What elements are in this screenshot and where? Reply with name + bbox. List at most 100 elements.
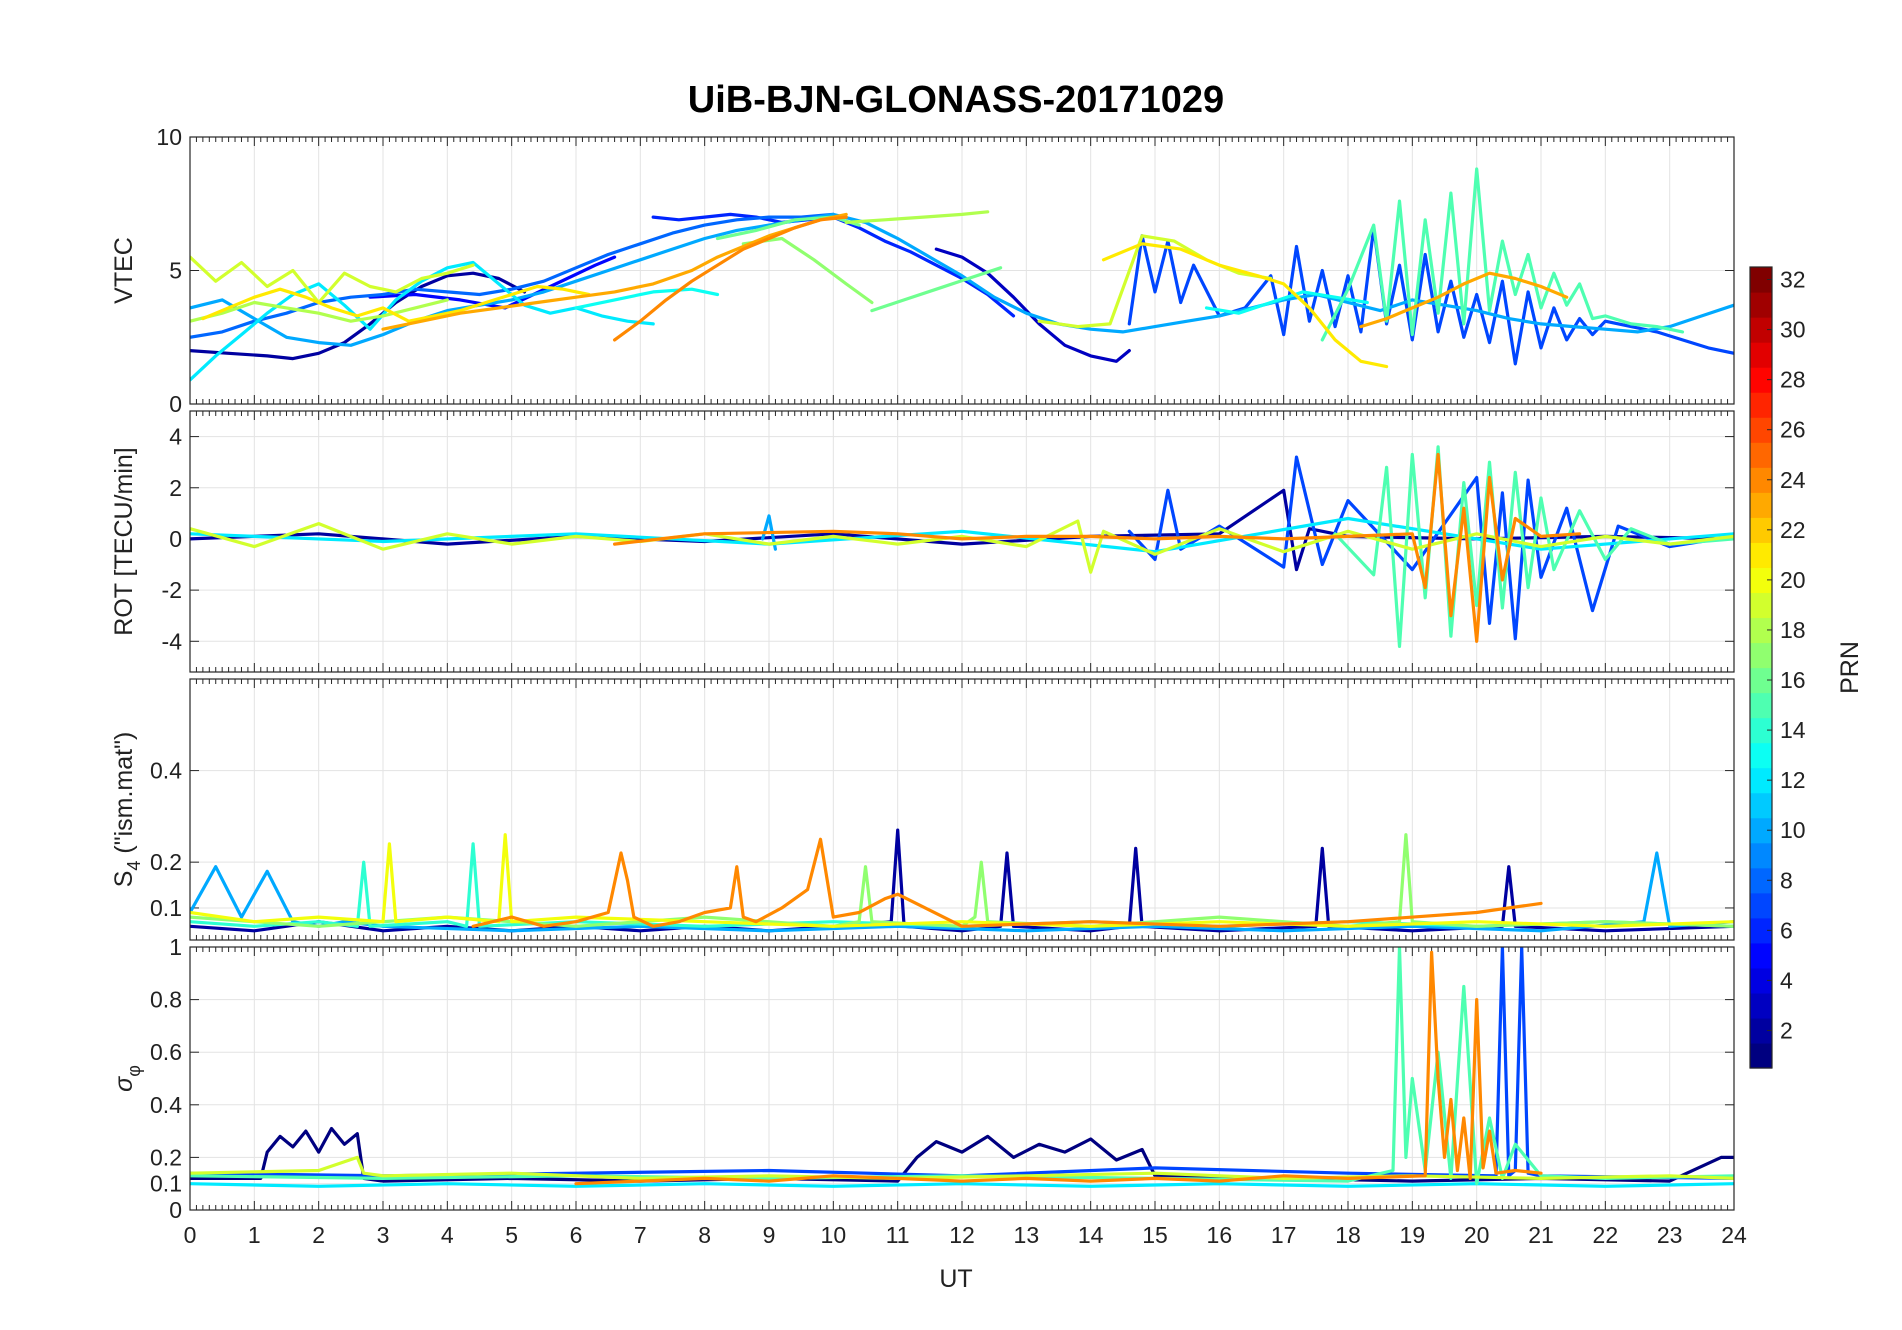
colorbar-tick-label: 14 xyxy=(1780,717,1806,743)
panel-2: -4 -2 0 2 4 ROT [TECU/min] xyxy=(110,410,1735,673)
axes-frame xyxy=(189,678,1735,941)
x-tick-label: 11 xyxy=(886,1222,910,1248)
y-tick-label: 0.6 xyxy=(150,1039,182,1065)
colorbar-tick-label: 30 xyxy=(1780,317,1806,343)
colorbar-swatch xyxy=(1750,842,1772,869)
colorbar-tick-label: 28 xyxy=(1780,367,1806,393)
y-tick-label: 2 xyxy=(169,475,182,501)
x-tick-label: 7 xyxy=(634,1222,647,1248)
panel-3: 0.1 0.2 0.4S4 ("ism.mat") xyxy=(110,678,1735,941)
colorbar-swatch xyxy=(1750,767,1772,794)
x-tick-label: 20 xyxy=(1464,1222,1490,1248)
y-tick-label: 0 xyxy=(169,526,182,552)
colorbar-tick-label: 8 xyxy=(1780,867,1793,893)
series-line-prn-13 xyxy=(1204,290,1369,315)
series-line-prn-24 xyxy=(574,950,1543,1186)
y-tick-label: 0.2 xyxy=(150,1144,182,1170)
series-line-prn-19 xyxy=(190,255,475,305)
series-line-prn-10 xyxy=(190,212,1734,347)
x-tick-label: 3 xyxy=(377,1222,390,1248)
series-line-prn-21 xyxy=(201,284,591,323)
colorbar-swatch xyxy=(1750,442,1772,468)
y-tick-label: 5 xyxy=(169,258,182,284)
colorbar-tick-label: 20 xyxy=(1780,567,1806,593)
colorbar-swatch xyxy=(1750,467,1772,493)
x-tick-label: 6 xyxy=(570,1222,583,1248)
series-group xyxy=(190,947,1734,1188)
colorbar-swatch xyxy=(1750,967,1772,994)
y-tick-label: 0.4 xyxy=(150,1092,182,1118)
y-axis-label: S4 ("ism.mat") xyxy=(110,732,144,888)
colorbar-tick-label: 26 xyxy=(1780,417,1806,443)
series-group xyxy=(190,828,1734,933)
colorbar-tick-label: 22 xyxy=(1780,517,1806,543)
colorbar-swatch xyxy=(1750,992,1772,1019)
x-tick-label: 19 xyxy=(1400,1222,1426,1248)
colorbar-tick-label: 32 xyxy=(1780,267,1806,293)
colorbar-tick-label: 6 xyxy=(1780,917,1793,943)
y-tick-label: 0.8 xyxy=(150,987,182,1013)
colorbar-swatch xyxy=(1750,917,1772,944)
colorbar-tick-label: 2 xyxy=(1780,1017,1793,1043)
series-line-prn-13 xyxy=(574,287,720,310)
colorbar-swatch xyxy=(1750,342,1772,368)
colorbar-tick-label: 10 xyxy=(1780,817,1806,843)
series-line-prn-18 xyxy=(190,298,449,323)
series-line-prn-15 xyxy=(1333,445,1734,649)
y-axis-label: ROT [TECU/min] xyxy=(110,447,138,635)
x-tick-label: 2 xyxy=(312,1222,325,1248)
x-tick-label: 5 xyxy=(505,1222,518,1248)
x-tick-label: 0 xyxy=(184,1222,197,1248)
x-tick-label: 8 xyxy=(698,1222,711,1248)
colorbar-swatch xyxy=(1750,817,1772,844)
y-tick-label: 0 xyxy=(169,1197,182,1223)
y-tick-label: 0.4 xyxy=(150,758,182,784)
x-tick-label: 4 xyxy=(441,1222,454,1248)
y-tick-label: 10 xyxy=(156,124,182,150)
series-line-prn-7 xyxy=(1127,455,1734,641)
colorbar-swatch xyxy=(1750,292,1772,318)
x-tick-label: 21 xyxy=(1528,1222,1554,1248)
colorbar-swatch xyxy=(1750,617,1772,644)
x-tick-label: 10 xyxy=(821,1222,847,1248)
series-line-prn-21 xyxy=(1101,242,1389,369)
series-line-prn-7 xyxy=(190,947,1734,1181)
series-line-prn-17 xyxy=(741,236,874,305)
x-tick-label: 15 xyxy=(1142,1222,1168,1248)
x-tick-label: 14 xyxy=(1078,1222,1104,1248)
series-line-prn-12 xyxy=(190,516,1734,554)
colorbar-swatch xyxy=(1750,667,1772,694)
series-line-prn-23 xyxy=(1359,271,1569,329)
x-tick-label: 12 xyxy=(949,1222,975,1248)
axes-frame xyxy=(189,946,1735,1211)
y-tick-label: 0.1 xyxy=(150,895,182,921)
x-axis-label: UT xyxy=(939,1265,972,1293)
y-tick-label: 1 xyxy=(169,934,182,960)
series-line-prn-3 xyxy=(934,247,1131,363)
colorbar-swatch xyxy=(1750,417,1772,443)
colorbar-swatch xyxy=(1750,642,1772,669)
colorbar-label: PRN xyxy=(1836,641,1864,694)
y-axis-label: VTEC xyxy=(110,237,138,304)
colorbar-swatch xyxy=(1750,492,1772,518)
series-line-prn-24 xyxy=(612,452,1582,643)
colorbar-swatch xyxy=(1750,717,1772,744)
y-tick-label: 4 xyxy=(169,424,182,450)
colorbar-swatch xyxy=(1750,1017,1772,1044)
x-tick-label: 23 xyxy=(1657,1222,1683,1248)
series-group xyxy=(190,167,1734,382)
colorbar-swatch xyxy=(1750,317,1772,343)
colorbar-swatch xyxy=(1750,892,1772,919)
x-tick-label: 22 xyxy=(1593,1222,1619,1248)
colorbar-tick-label: 24 xyxy=(1780,467,1806,493)
series-line-prn-24 xyxy=(471,837,1543,928)
colorbar-tick-label: 16 xyxy=(1780,667,1806,693)
x-tick-label: 1 xyxy=(248,1222,261,1248)
y-tick-label: 0 xyxy=(169,391,182,417)
colorbar-swatch xyxy=(1750,867,1772,894)
colorbar-swatch xyxy=(1750,1042,1772,1069)
series-line-prn-19 xyxy=(190,519,1734,574)
